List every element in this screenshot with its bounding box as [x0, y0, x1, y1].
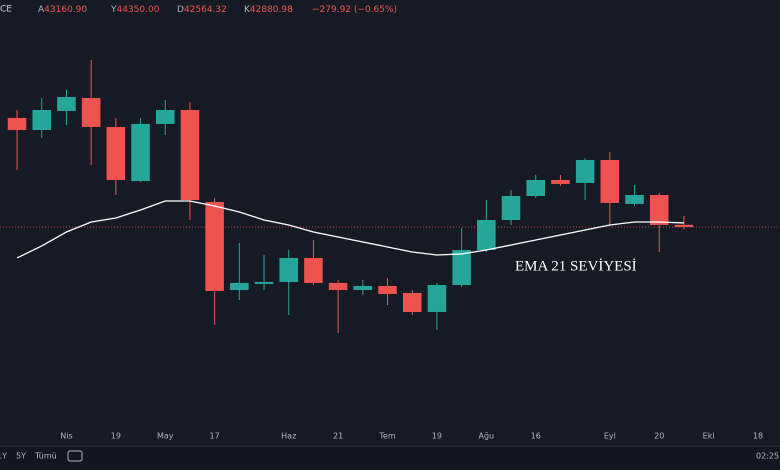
x-tick-label: Haz [281, 432, 296, 441]
x-tick-label: 18 [753, 432, 763, 441]
candle-body [155, 110, 175, 124]
ohlc-header: A43160.90 Y44350.00 D42564.32 K42880.98 −279… [38, 5, 397, 15]
candle-body [600, 160, 620, 203]
x-tick-label: 19 [432, 432, 442, 441]
ohlc-label: D [177, 5, 184, 15]
candle-body [402, 292, 422, 312]
range-button[interactable]: Tümü [34, 452, 57, 461]
candle-body [254, 281, 274, 284]
ohlc-value: 42564.32 [184, 5, 227, 15]
candle-body [353, 285, 373, 290]
candle-body [378, 285, 397, 294]
candle-body [7, 117, 27, 130]
candle-body [230, 282, 249, 290]
x-tick-label: Nis [60, 432, 72, 441]
range-button[interactable]: 1Y [0, 452, 7, 461]
candle-body [279, 257, 298, 282]
ohlc-item: −279.92 (−0.65%) [312, 5, 397, 15]
x-tick-label: 16 [531, 432, 541, 441]
candle-body [180, 110, 200, 200]
x-tick-label: 19 [111, 432, 121, 441]
ohlc-item: Y44350.00 [110, 5, 160, 15]
ohlc-label: K [244, 5, 251, 15]
candle-body [649, 195, 669, 225]
candle-body [551, 180, 570, 184]
candle-body [452, 250, 471, 285]
candle-body [81, 97, 101, 127]
symbol: CE [0, 5, 12, 15]
clock: 02:25:3 [756, 452, 780, 461]
x-tick-label: May [157, 432, 174, 441]
candle-body [427, 285, 447, 312]
candle-body [131, 123, 150, 181]
candle-body [575, 160, 595, 183]
candle-body [477, 220, 496, 250]
x-tick-label: 20 [654, 432, 664, 441]
candle-body [674, 224, 694, 227]
ohlc-item: K42880.98 [244, 5, 293, 15]
candle-body [32, 110, 52, 130]
x-tick-label: Tem [378, 432, 395, 441]
ohlc-value: 42880.98 [250, 5, 293, 15]
x-tick-label: Ekl [703, 432, 715, 441]
calendar-icon[interactable] [67, 450, 83, 462]
x-tick-label: Eyl [604, 432, 616, 441]
range-button[interactable]: 5Y [16, 452, 26, 461]
plot-area [0, 60, 780, 333]
x-tick-label: 17 [210, 432, 220, 441]
candle-body [57, 96, 76, 111]
ohlc-value: 44350.00 [117, 5, 160, 15]
ohlc-label: A [38, 5, 45, 15]
candle-body [106, 126, 126, 180]
candle-body [501, 195, 521, 220]
ohlc-label: Y [110, 5, 117, 15]
candle-body [328, 282, 348, 290]
ema-line [16, 200, 684, 259]
ohlc-item: D42564.32 [177, 5, 227, 15]
ohlc-value: 43160.90 [44, 5, 87, 15]
x-tick-label: 21 [333, 432, 343, 441]
toolbar [0, 446, 780, 470]
candle-body [526, 180, 545, 196]
candle-body [625, 195, 644, 204]
candle-body [304, 257, 323, 283]
x-tick-label: Ağu [479, 432, 495, 441]
ohlc-item: A43160.90 [38, 5, 87, 15]
candle-body [205, 201, 224, 291]
annotation: EMA 21 SEVİYESİ [515, 258, 637, 274]
ohlc-value: −279.92 (−0.65%) [312, 5, 397, 15]
